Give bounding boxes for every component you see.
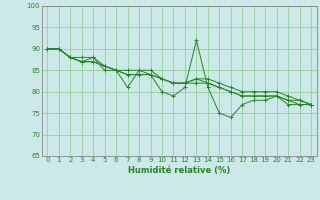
X-axis label: Humidité relative (%): Humidité relative (%) <box>128 166 230 175</box>
